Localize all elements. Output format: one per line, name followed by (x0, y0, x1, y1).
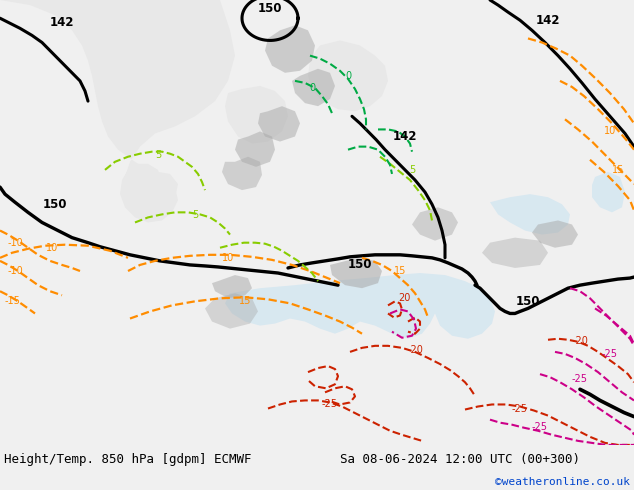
Text: 0: 0 (345, 71, 351, 81)
Text: 142: 142 (49, 16, 74, 29)
Text: 5: 5 (192, 210, 198, 221)
Polygon shape (265, 25, 315, 73)
Polygon shape (592, 172, 625, 212)
Polygon shape (490, 194, 570, 235)
Text: 10: 10 (46, 243, 58, 253)
Polygon shape (482, 238, 548, 268)
Text: Height/Temp. 850 hPa [gdpm] ECMWF: Height/Temp. 850 hPa [gdpm] ECMWF (4, 453, 252, 466)
Text: -10: -10 (7, 266, 23, 276)
Text: 15: 15 (239, 296, 251, 306)
Text: 142: 142 (536, 14, 560, 27)
Polygon shape (292, 69, 335, 106)
Text: -25: -25 (572, 374, 588, 384)
Text: 5: 5 (409, 165, 415, 175)
Text: -25: -25 (512, 404, 528, 414)
Text: -15: -15 (4, 296, 20, 306)
Text: 150: 150 (515, 295, 540, 308)
Text: -20: -20 (572, 336, 588, 346)
Polygon shape (212, 275, 252, 298)
Polygon shape (225, 86, 288, 144)
Polygon shape (225, 273, 495, 339)
Text: 10: 10 (604, 126, 616, 136)
Text: -20: -20 (407, 345, 423, 355)
Text: -25: -25 (532, 422, 548, 432)
Text: 20: 20 (398, 294, 410, 303)
Text: -25: -25 (322, 399, 338, 410)
Polygon shape (222, 157, 262, 190)
Polygon shape (532, 220, 578, 248)
Text: -25: -25 (602, 349, 618, 359)
Polygon shape (308, 41, 388, 111)
Text: 142: 142 (392, 130, 417, 143)
Polygon shape (0, 0, 235, 222)
Text: 150: 150 (42, 198, 67, 211)
Polygon shape (412, 207, 458, 241)
Text: 15: 15 (612, 165, 624, 175)
Text: 10: 10 (222, 253, 234, 263)
Text: ©weatheronline.co.uk: ©weatheronline.co.uk (495, 477, 630, 487)
Polygon shape (205, 293, 258, 329)
Polygon shape (258, 106, 300, 142)
Polygon shape (235, 131, 275, 167)
Polygon shape (330, 258, 382, 288)
Text: -10: -10 (7, 238, 23, 247)
Text: 5: 5 (155, 150, 161, 160)
Text: Sa 08-06-2024 12:00 UTC (00+300): Sa 08-06-2024 12:00 UTC (00+300) (340, 453, 580, 466)
Text: 150: 150 (348, 258, 372, 271)
Text: 150: 150 (258, 1, 282, 15)
Text: 0: 0 (309, 83, 315, 93)
Text: 15: 15 (394, 266, 406, 276)
